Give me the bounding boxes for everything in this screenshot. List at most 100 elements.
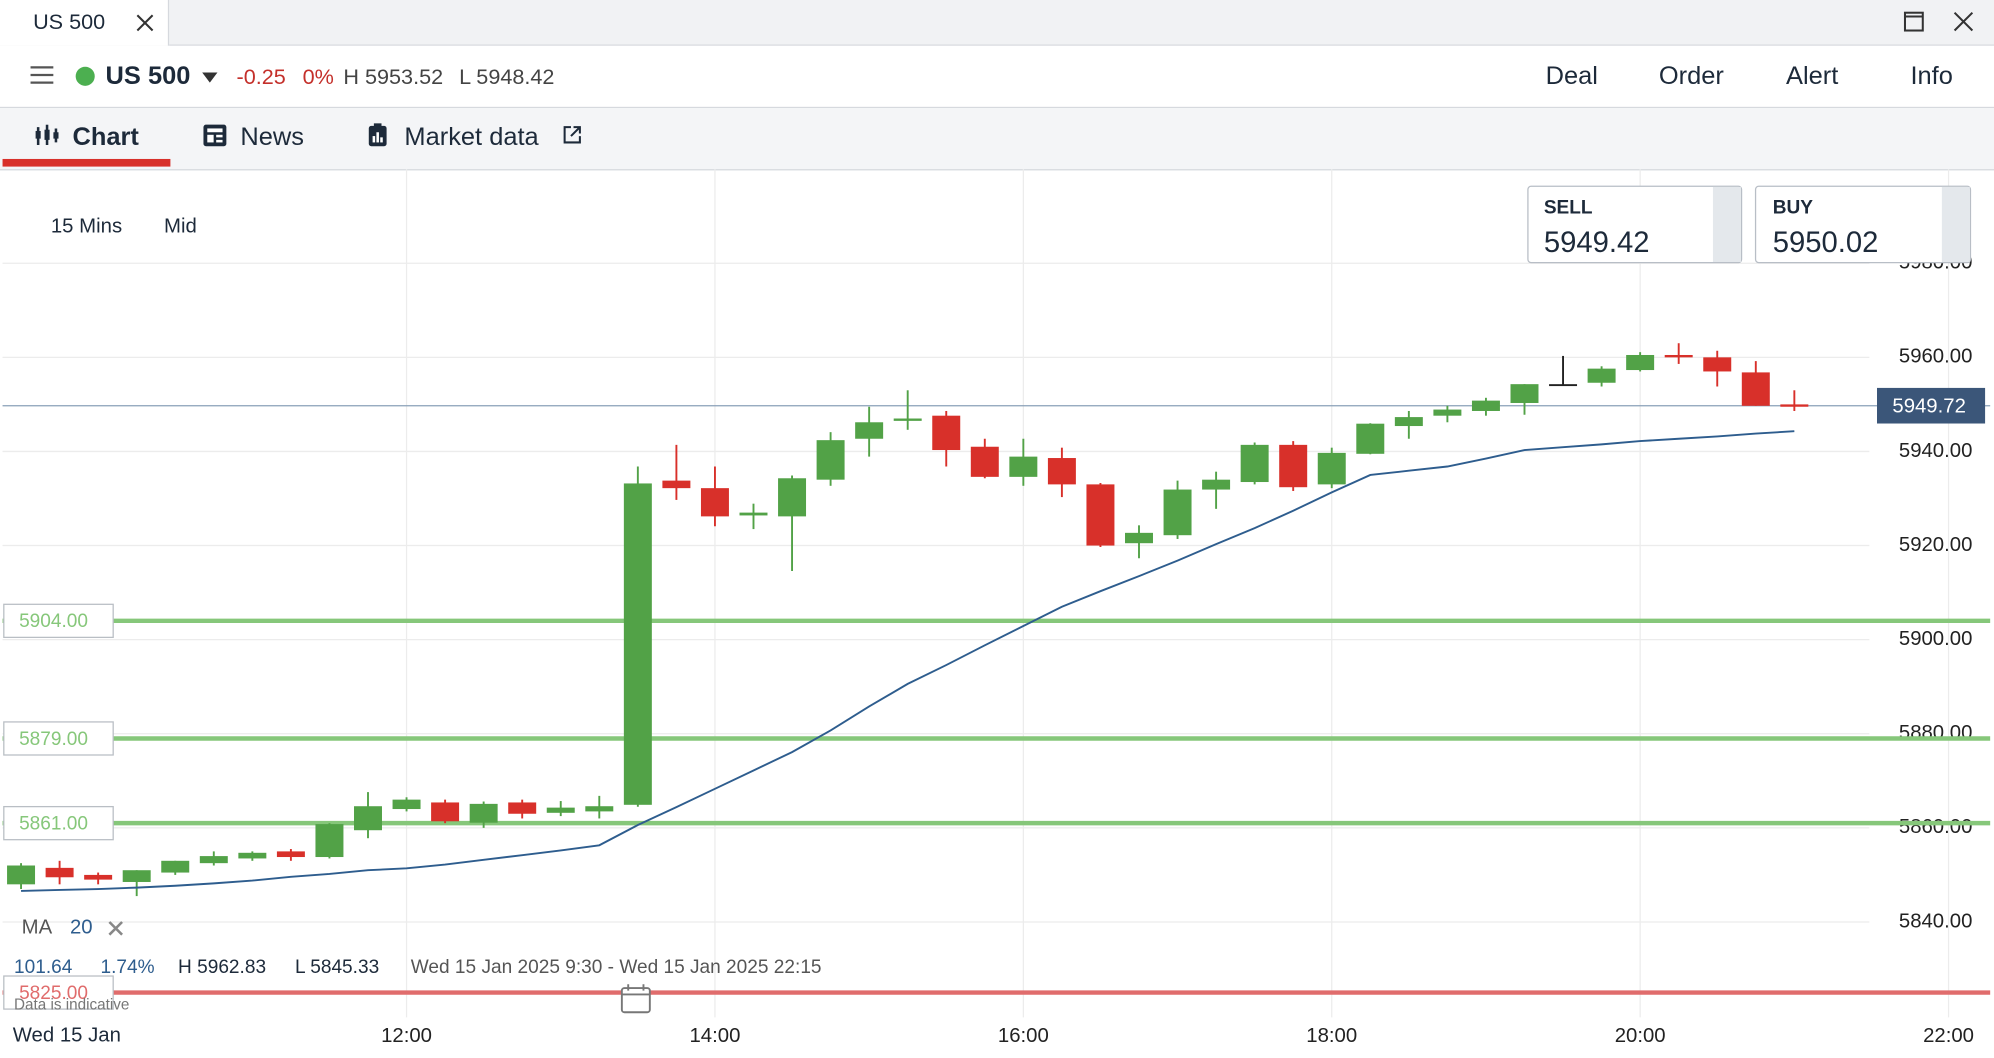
menu-icon[interactable] [30, 65, 54, 85]
buy-button[interactable] [1754, 185, 1972, 264]
candle-body [1626, 354, 1655, 371]
ma-label: MA [21, 916, 53, 939]
range-high: H 5962.83 [178, 956, 267, 978]
ma-period[interactable]: 20 [69, 916, 93, 939]
x-tick-label: 20:00 [1615, 1025, 1666, 1047]
candle-body [1471, 400, 1500, 411]
candle-body [431, 802, 460, 822]
price-level-label: 5904.00 [19, 611, 88, 632]
price-level-label: 5825.00 [19, 983, 88, 1004]
candle-body [315, 824, 344, 858]
window-tab-title: US 500 [33, 10, 106, 35]
candle-body [1356, 423, 1385, 454]
candle-body [1549, 384, 1578, 387]
market-data-tab-icon [368, 123, 387, 147]
candle-body [970, 446, 999, 477]
candle-body [199, 856, 228, 864]
sell-button[interactable] [1527, 185, 1743, 264]
candle-body [1394, 417, 1423, 427]
y-tick-label: 5960.00 [1899, 346, 1972, 368]
candle-body [1703, 357, 1732, 372]
candle-body [1317, 452, 1346, 485]
candle-body [1202, 479, 1231, 490]
tab-chart[interactable]: Chart [72, 123, 139, 152]
candle-body [354, 806, 382, 831]
candle-body [1163, 489, 1192, 536]
price-level-label: 5861.00 [19, 813, 88, 834]
price-type-selector[interactable]: Mid [164, 216, 197, 238]
action-deal[interactable]: Deal [1545, 62, 1598, 91]
candle-body [7, 865, 36, 885]
y-tick-label: 5920.00 [1899, 534, 1972, 556]
candle-body [739, 512, 768, 516]
candle-body [855, 422, 884, 439]
candle-body [585, 806, 614, 812]
candle-body [816, 440, 845, 480]
candle-body [1433, 409, 1462, 416]
candle-body [122, 870, 151, 882]
window-bar [0, 0, 1994, 46]
calendar-icon[interactable] [619, 982, 652, 1015]
close-window-icon[interactable] [1952, 10, 1975, 33]
x-tick-label: 22:00 [1923, 1025, 1974, 1047]
range-low: L 5845.33 [295, 956, 380, 978]
dropdown-caret[interactable] [201, 71, 219, 84]
candle-body [932, 415, 961, 451]
active-tab-indicator [2, 158, 171, 167]
range-change: 101.64 [13, 956, 73, 978]
candle-body [84, 874, 113, 880]
day-low: L 5948.42 [459, 64, 555, 90]
x-start-label: Wed 15 Jan [12, 1024, 121, 1047]
status-dot [75, 66, 95, 86]
price-level-tag [3, 721, 114, 756]
candle-body [1664, 354, 1693, 358]
candle-body [1086, 484, 1115, 546]
maximize-icon[interactable] [1902, 10, 1925, 33]
candle-body [238, 852, 267, 859]
moving-average-line [21, 430, 1795, 892]
instrument-bar [0, 45, 1994, 109]
candle-body [161, 860, 190, 873]
notice: Data is indicative [13, 995, 130, 1014]
candle-body [893, 418, 922, 421]
x-tick-label: 18:00 [1306, 1025, 1357, 1047]
y-tick-label: 5900.00 [1899, 628, 1972, 650]
x-tick-label: 16:00 [998, 1025, 1049, 1047]
current-price-label: 5949.72 [1892, 395, 1965, 417]
x-tick-label: 14:00 [690, 1025, 741, 1047]
candle-body [1780, 404, 1809, 407]
candle-body [778, 478, 807, 517]
action-order[interactable]: Order [1658, 62, 1724, 91]
y-tick-label: 5880.00 [1899, 722, 1972, 744]
sell-button-edge [1712, 186, 1741, 262]
candle-body [1279, 444, 1308, 488]
candle-body [546, 807, 575, 813]
candle-body [1510, 384, 1539, 403]
buy-button-edge [1941, 186, 1970, 262]
y-tick-label: 5840.00 [1899, 910, 1972, 932]
close-tab-icon[interactable] [135, 13, 155, 33]
candle-body [1587, 368, 1616, 383]
x-tick-label: 12:00 [381, 1025, 432, 1047]
sell-price: 5949.42 [1543, 225, 1650, 259]
candle-body [1047, 458, 1076, 485]
current-price-tag [1876, 387, 1986, 424]
candle-body [276, 851, 305, 858]
price-change: -0.25 [236, 64, 286, 90]
chart-tab-icon [35, 124, 59, 145]
instrument-name[interactable]: US 500 [105, 62, 191, 91]
window-tab[interactable] [0, 0, 170, 46]
candle-body [392, 799, 421, 810]
external-link-icon[interactable] [562, 125, 582, 145]
remove-ma-icon[interactable] [108, 921, 123, 936]
buy-price: 5950.02 [1772, 225, 1879, 259]
action-alert[interactable]: Alert [1785, 62, 1839, 91]
candle-body [469, 803, 498, 823]
interval-selector[interactable]: 15 Mins [50, 216, 123, 238]
action-info[interactable]: Info [1910, 62, 1953, 91]
candle-body [1009, 456, 1038, 477]
tab-news[interactable]: News [240, 123, 304, 152]
tab-market-data[interactable]: Market data [404, 123, 539, 152]
